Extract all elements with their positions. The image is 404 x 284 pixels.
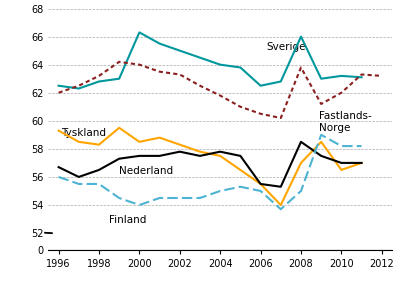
Text: Fastlands-
Norge: Fastlands- Norge <box>319 111 372 133</box>
Text: Sverige: Sverige <box>267 42 306 52</box>
Text: Tyskland: Tyskland <box>61 128 105 138</box>
Text: Nederland: Nederland <box>119 166 173 176</box>
Text: Finland: Finland <box>109 215 147 225</box>
